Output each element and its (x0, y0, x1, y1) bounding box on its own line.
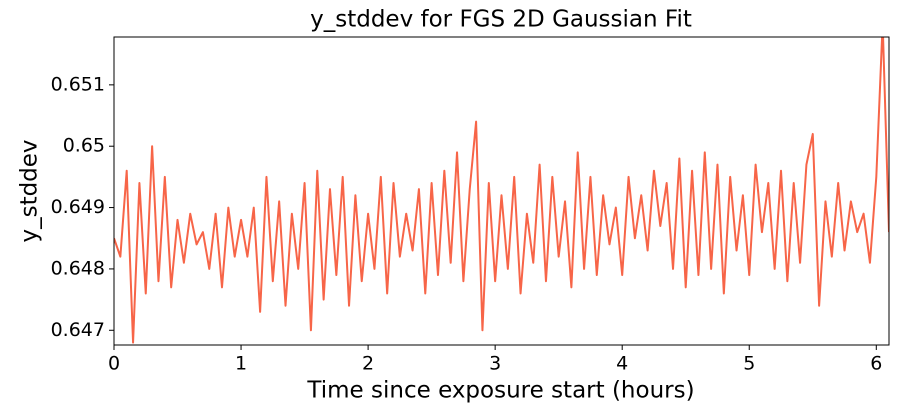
x-tick-label: 3 (489, 353, 501, 375)
x-axis-label: Time since exposure start (hours) (306, 378, 694, 404)
x-tick-label: 2 (362, 353, 374, 375)
x-tick-label: 0 (108, 353, 120, 375)
y-tick-label: 0.651 (51, 73, 105, 95)
x-tick-label: 1 (235, 353, 247, 375)
axes-frame (113, 36, 890, 346)
chart-title: y_stddev for FGS 2D Gaussian Fit (310, 7, 692, 33)
x-tick-label: 6 (870, 353, 882, 375)
y-tick-label: 0.649 (51, 196, 105, 218)
x-tick-label: 5 (743, 353, 755, 375)
data-line (114, 37, 889, 344)
plot-area (114, 37, 889, 344)
y-tick-label: 0.648 (51, 257, 105, 279)
x-tick-label: 4 (616, 353, 628, 375)
y-tick-label: 0.65 (63, 135, 105, 157)
y-tick-label: 0.647 (51, 319, 105, 341)
y-axis-label: y_stddev (17, 139, 43, 242)
